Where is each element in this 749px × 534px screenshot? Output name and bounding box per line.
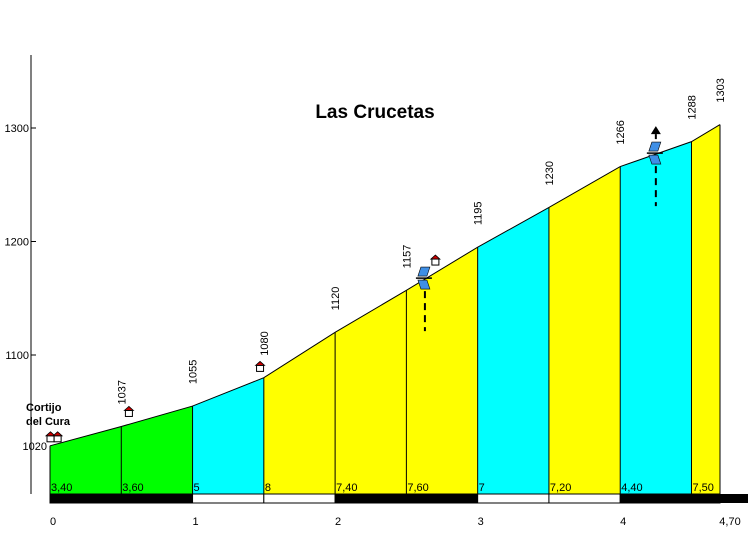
scale-bar-band	[548, 493, 621, 504]
grade-label: 8	[265, 482, 271, 494]
y-tick-label: 1100	[5, 350, 29, 362]
elevation-label: 1120	[330, 287, 342, 311]
house-icon	[52, 431, 64, 443]
elevation-label: 1055	[188, 360, 200, 384]
profile-segment-5	[335, 290, 407, 494]
house-icon	[123, 405, 135, 417]
scale-bar-band	[619, 493, 692, 504]
segment-dividers	[49, 124, 721, 494]
elevation-label: 1266	[615, 120, 627, 144]
scale-bar-band	[690, 493, 721, 504]
trail-junction-icon	[646, 126, 663, 207]
scale-bar-band	[120, 493, 194, 504]
house-icon	[44, 431, 57, 443]
elevation-label: 1080	[259, 331, 271, 355]
x-axis-ticks: 0 1 2 3 4 4,70	[50, 516, 741, 528]
elevation-label: 1037	[116, 380, 128, 404]
x-tick-label: 0	[50, 516, 56, 528]
grade-label: 3,40	[51, 482, 72, 494]
elevation-label: 1288	[686, 95, 698, 119]
tree-icon	[650, 126, 661, 135]
profile-segment-9	[620, 141, 692, 494]
elevation-label: 1195	[473, 202, 485, 226]
grade-label: 7,40	[336, 482, 357, 494]
scale-bar-band	[720, 494, 748, 503]
grade-label: 5	[194, 482, 200, 494]
profile-segment-3	[192, 377, 264, 494]
house-icon	[254, 360, 266, 372]
elevation-label: 1303	[715, 78, 727, 102]
start-label-line-1: Cortijo	[26, 402, 62, 414]
elevation-label: 1230	[544, 161, 556, 185]
x-tick-label: 3	[478, 516, 484, 528]
route-markers	[44, 126, 663, 443]
profile-segment-1	[50, 426, 122, 494]
x-tick-label: 4	[620, 516, 626, 528]
house-icon	[429, 254, 441, 266]
grade-label: 7,60	[407, 482, 428, 494]
trail-junction-icon	[415, 266, 432, 332]
distance-scale-bar	[49, 493, 748, 504]
profile-segment-7	[477, 207, 549, 494]
grade-label: 3,60	[122, 482, 143, 494]
scale-bar-band	[405, 493, 479, 504]
start-label-line-2: del Cura	[26, 416, 71, 428]
y-tick-label: 1300	[5, 123, 29, 135]
y-tick-label: 1200	[5, 237, 29, 249]
profile-segment-8	[548, 166, 621, 494]
profile-line	[49, 124, 721, 447]
grade-labels: 3,40 3,60 5 8 7,40 7,60 7 7,20 4,40 7,50	[51, 482, 714, 494]
grade-label: 7,20	[550, 482, 571, 494]
y-axis-ticks: 1100 1200 1300 1020	[5, 123, 47, 453]
x-tick-label: 4,70	[719, 516, 740, 528]
start-elevation-label: 1020	[23, 441, 47, 453]
chart-title: Las Crucetas	[315, 102, 434, 123]
scale-bar-band	[477, 493, 550, 504]
grade-label: 7,50	[692, 482, 713, 494]
elevation-labels: 1037 1055 1080 1120 1157 1195 1230 1266 1288 1303	[116, 78, 727, 404]
profile-segment-2	[121, 406, 193, 494]
x-tick-label: 2	[335, 516, 341, 528]
x-tick-label: 1	[192, 516, 198, 528]
profile-segment-4	[263, 332, 336, 494]
profile-segment-10	[691, 124, 720, 494]
scale-bar-band	[334, 493, 407, 504]
profile-segments	[50, 124, 720, 494]
elevation-label: 1157	[401, 245, 413, 269]
grade-label: 7	[479, 482, 485, 494]
scale-bar-band	[49, 493, 122, 504]
grade-label: 4,40	[621, 482, 642, 494]
scale-bar-band	[192, 493, 265, 504]
scale-bar-band	[263, 493, 336, 504]
